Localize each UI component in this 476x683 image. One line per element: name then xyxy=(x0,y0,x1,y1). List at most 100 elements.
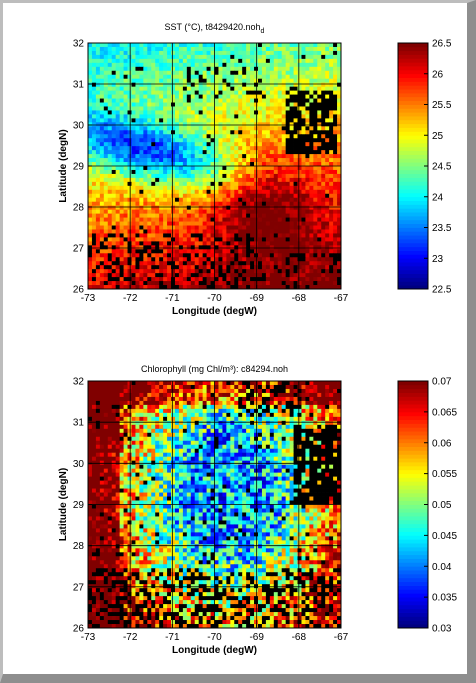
heatmap-cell xyxy=(198,381,204,386)
heatmap-cell xyxy=(155,388,160,394)
heatmap-cell xyxy=(313,54,318,60)
heatmap-cell xyxy=(325,193,330,199)
heatmap-cell xyxy=(95,138,101,143)
heatmap-cell xyxy=(238,122,243,127)
heatmap-cell xyxy=(238,384,243,390)
heatmap-cell xyxy=(111,130,117,135)
heatmap-cell xyxy=(230,134,235,139)
heatmap-cell xyxy=(131,408,136,414)
heatmap-cell xyxy=(163,420,168,426)
heatmap-cell xyxy=(202,46,207,52)
heatmap-cell xyxy=(119,277,124,282)
heatmap-cell xyxy=(103,169,109,175)
heatmap-cell xyxy=(285,74,291,80)
heatmap-cell xyxy=(317,225,322,230)
heatmap-cell xyxy=(305,177,310,183)
heatmap-cell xyxy=(277,74,283,80)
heatmap-cell xyxy=(147,273,152,278)
heatmap-cell xyxy=(186,381,192,386)
heatmap-cell xyxy=(325,213,330,218)
heatmap-cell xyxy=(289,245,294,250)
heatmap-cell xyxy=(139,261,144,266)
heatmap-cell xyxy=(139,158,144,163)
heatmap-cell xyxy=(226,273,231,278)
heatmap-cell xyxy=(194,225,200,230)
heatmap-cell xyxy=(155,225,160,230)
heatmap-cell xyxy=(151,134,156,139)
y-tick-label: 29 xyxy=(73,162,85,173)
heatmap-cell xyxy=(269,396,275,402)
colorbar-swatch xyxy=(398,196,428,201)
heatmap-cell xyxy=(194,70,200,76)
heatmap-cell xyxy=(257,257,263,262)
heatmap-cell xyxy=(257,98,263,103)
heatmap-cell xyxy=(329,138,334,143)
heatmap-cell xyxy=(147,66,152,72)
heatmap-cell xyxy=(198,221,204,226)
heatmap-cell xyxy=(210,154,215,159)
heatmap-cell xyxy=(202,384,207,390)
heatmap-cell xyxy=(182,177,188,183)
heatmap-cell xyxy=(289,146,294,151)
heatmap-cell xyxy=(254,229,259,234)
heatmap-cell xyxy=(265,134,271,139)
heatmap-cell xyxy=(337,412,342,418)
heatmap-cell xyxy=(226,166,231,171)
heatmap-cell xyxy=(151,408,156,414)
heatmap-cell xyxy=(226,134,231,139)
heatmap-cell xyxy=(91,412,97,418)
heatmap-cell xyxy=(178,94,184,99)
heatmap-cell xyxy=(127,94,132,99)
heatmap-cell xyxy=(91,388,97,394)
heatmap-cell xyxy=(171,114,176,119)
heatmap-cell xyxy=(202,424,207,430)
heatmap-cell xyxy=(242,396,247,402)
heatmap-cell xyxy=(91,46,97,52)
heatmap-cell xyxy=(135,197,140,203)
heatmap-cell xyxy=(238,102,243,107)
heatmap-cell xyxy=(234,404,239,410)
heatmap-cell xyxy=(329,169,334,175)
heatmap-cell xyxy=(135,229,140,234)
heatmap-cell xyxy=(297,66,302,72)
heatmap-cell xyxy=(234,43,239,48)
heatmap-cell xyxy=(95,118,101,123)
heatmap-cell xyxy=(325,277,330,282)
heatmap-cell xyxy=(254,189,259,195)
heatmap-cell xyxy=(143,94,148,99)
heatmap-cell xyxy=(119,408,124,414)
heatmap-cell xyxy=(186,43,192,48)
heatmap-cell xyxy=(178,233,184,238)
heatmap-cell xyxy=(281,249,287,254)
heatmap-cell xyxy=(91,82,97,88)
heatmap-cell xyxy=(222,201,227,207)
heatmap-cell xyxy=(226,428,231,434)
heatmap-cell xyxy=(257,428,263,434)
heatmap-cell xyxy=(99,404,105,410)
heatmap-cell xyxy=(194,43,200,48)
heatmap-cell xyxy=(174,185,180,191)
heatmap-cell xyxy=(313,221,318,226)
heatmap-cell xyxy=(115,146,121,151)
heatmap-cell xyxy=(214,237,219,242)
heatmap-cell xyxy=(254,277,259,282)
heatmap-cell xyxy=(254,130,259,135)
heatmap-cell xyxy=(171,213,176,218)
heatmap-cell xyxy=(115,177,121,183)
heatmap-cell xyxy=(285,432,291,438)
heatmap-cell xyxy=(186,428,192,434)
heatmap-cell xyxy=(265,428,271,434)
heatmap-cell xyxy=(107,205,113,211)
heatmap-cell xyxy=(321,50,326,56)
heatmap-cell xyxy=(293,213,298,218)
heatmap-cell xyxy=(226,74,231,80)
heatmap-cell xyxy=(123,90,128,95)
heatmap-cell xyxy=(297,396,302,402)
heatmap-cell xyxy=(238,217,243,222)
heatmap-cell xyxy=(214,261,219,266)
heatmap-cell xyxy=(167,169,172,175)
heatmap-cell xyxy=(250,173,255,179)
heatmap-cell xyxy=(155,221,160,226)
heatmap-cell xyxy=(246,265,251,270)
heatmap-cell xyxy=(167,82,172,88)
